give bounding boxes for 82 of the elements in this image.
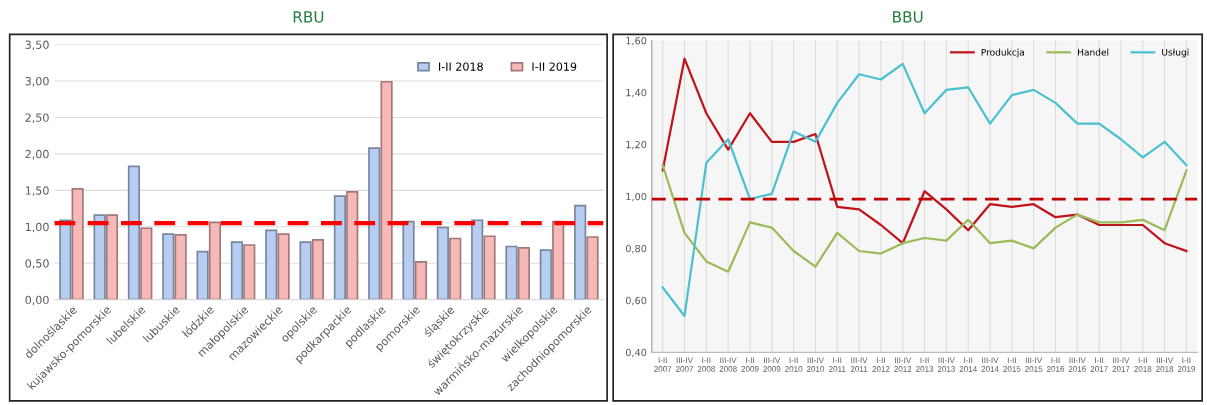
- x-tick-label: I-II 2017: [1090, 357, 1108, 372]
- line-series: [661, 57, 1188, 253]
- bar: [299, 241, 312, 300]
- bar: [59, 219, 72, 300]
- y-tick-label: 1,40: [626, 88, 647, 98]
- x-tick-label: III-IV 2012: [894, 357, 912, 372]
- chart-title: RBU: [293, 11, 324, 23]
- x-tick-label: III-IV 2008: [719, 357, 737, 372]
- x-tick-label: I-II 2008: [697, 357, 715, 372]
- bar: [127, 165, 141, 300]
- bar: [483, 235, 496, 300]
- line-series: [661, 164, 1188, 273]
- y-tick-label: 1,60: [626, 36, 647, 46]
- bar: [174, 233, 187, 300]
- x-tick-label: I-II 2016: [1046, 357, 1065, 372]
- bar: [449, 237, 462, 300]
- bar: [586, 236, 599, 300]
- y-tick-label: 3,00: [25, 76, 49, 87]
- bar: [539, 249, 552, 300]
- x-tick-label: III-IV 2013: [937, 357, 955, 372]
- bar: [368, 147, 381, 300]
- y-tick-label: 1,20: [626, 140, 647, 150]
- y-tick-label: 0,50: [25, 259, 49, 269]
- x-tick-label: III-IV 2014: [981, 357, 999, 372]
- bar: [380, 80, 393, 300]
- y-tick-label: 0,00: [25, 295, 49, 306]
- y-tick-label: 1,00: [25, 222, 49, 233]
- bar: [402, 220, 415, 300]
- line-series: [661, 62, 1188, 318]
- bar: [277, 233, 290, 300]
- bar: [243, 244, 256, 300]
- bar: [105, 214, 119, 300]
- bar: [517, 247, 530, 300]
- x-tick-label: III-IV 2009: [763, 357, 781, 372]
- x-tick-label: I-II 2015: [1003, 357, 1021, 372]
- y-tick-label: 0,60: [625, 296, 647, 306]
- bar: [196, 250, 209, 300]
- bar: [574, 204, 587, 300]
- x-tick-label: I-II 2009: [741, 357, 759, 372]
- bar: [93, 214, 106, 300]
- bar: [333, 195, 346, 300]
- chart-title: BBU: [893, 11, 923, 23]
- x-tick-label: I-II 2012: [872, 357, 890, 372]
- y-tick-label: 0,80: [625, 244, 647, 254]
- legend-label: Usługi: [1162, 48, 1189, 58]
- x-tick-label: III-IV 2010: [806, 357, 825, 372]
- bar: [230, 241, 244, 300]
- y-tick-label: 0,40: [625, 348, 647, 358]
- x-tick-label: I-II 2018: [1134, 357, 1152, 372]
- y-tick-label: 1,00: [626, 192, 647, 202]
- y-tick-label: 2,50: [25, 113, 49, 123]
- bar: [162, 233, 175, 300]
- x-tick-label: I-II 2013: [916, 357, 934, 372]
- x-tick-label: III-IV 2018: [1156, 357, 1174, 372]
- y-tick-label: 3,50: [25, 40, 49, 51]
- x-tick-label: I-II 2014: [959, 357, 977, 372]
- x-tick-label: III-IV 2016: [1068, 357, 1086, 372]
- bar: [552, 220, 565, 300]
- x-tick-label: I-II 2010: [785, 357, 803, 372]
- x-tick-label: III-IV 2015: [1025, 357, 1043, 372]
- x-tick-label: I-II 2011: [829, 357, 846, 372]
- legend-label: I-II 2019: [532, 62, 577, 71]
- x-tick-label: III-IV 2011: [850, 357, 868, 372]
- bar: [208, 221, 222, 300]
- y-tick-label: 2,00: [25, 149, 49, 160]
- y-tick-label: 1,50: [25, 186, 49, 196]
- bar: [311, 239, 325, 300]
- bar: [71, 188, 84, 300]
- legend-label: Produkcja: [981, 48, 1024, 58]
- bar: [140, 227, 153, 300]
- bar: [436, 226, 449, 300]
- x-tick-label: III-IV 2007: [675, 357, 694, 372]
- legend-label: Handel: [1078, 48, 1109, 56]
- legend-label: I-II 2018: [439, 62, 483, 71]
- x-tick-label: I-II 2007: [654, 357, 672, 372]
- bar: [346, 190, 359, 300]
- x-tick-label: III-IV 2017: [1112, 357, 1130, 372]
- bar: [414, 260, 427, 300]
- bar: [265, 229, 278, 300]
- bar: [471, 219, 484, 300]
- bar: [505, 245, 518, 300]
- x-tick-label: I-II 2019: [1177, 357, 1196, 372]
